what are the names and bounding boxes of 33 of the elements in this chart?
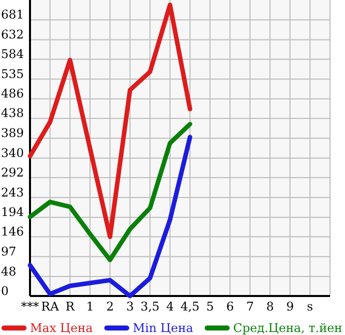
x-tick-label: 4,5 <box>180 300 200 314</box>
x-tick-label: 9 <box>286 300 294 314</box>
x-tick-label: RA <box>41 300 60 314</box>
y-tick-label: 681 <box>1 8 24 22</box>
y-tick-label: 48 <box>1 264 16 278</box>
y-tick-label: 389 <box>1 126 24 140</box>
y-tick-label: 243 <box>1 185 24 200</box>
x-tick-label: 6 <box>226 300 234 314</box>
y-tick-label: 340 <box>1 146 24 160</box>
y-tick-label: 146 <box>1 224 24 239</box>
x-tick-label: 5 <box>206 300 214 314</box>
x-tick-label: 3 <box>126 300 134 314</box>
y-tick-label: 0 <box>1 284 9 298</box>
y-tick-label: 535 <box>1 66 24 81</box>
x-tick-label: 1 <box>86 300 94 314</box>
legend-label: Min Цена <box>132 321 194 335</box>
x-tick-label: *** <box>21 300 39 314</box>
x-tick-label: 4 <box>166 300 174 314</box>
x-tick-label: 2 <box>106 300 114 314</box>
legend-label: Сред.Цена, т.йен <box>233 321 342 335</box>
y-tick-label: 97 <box>1 244 16 258</box>
x-tick-label: 7 <box>246 300 254 314</box>
legend-label: Max Цена <box>30 321 93 335</box>
x-tick-label: R <box>65 300 76 314</box>
y-tick-label: 486 <box>1 86 24 101</box>
x-tick-label: s <box>306 300 314 314</box>
y-tick-label: 194 <box>1 205 24 220</box>
y-tick-label: 292 <box>1 165 24 180</box>
y-tick-label: 584 <box>1 47 24 61</box>
y-tick-label: 632 <box>1 28 24 42</box>
x-tick-label: 3,5 <box>140 300 160 314</box>
x-tick-label: 8 <box>266 300 274 314</box>
y-tick-label: 438 <box>1 106 24 120</box>
